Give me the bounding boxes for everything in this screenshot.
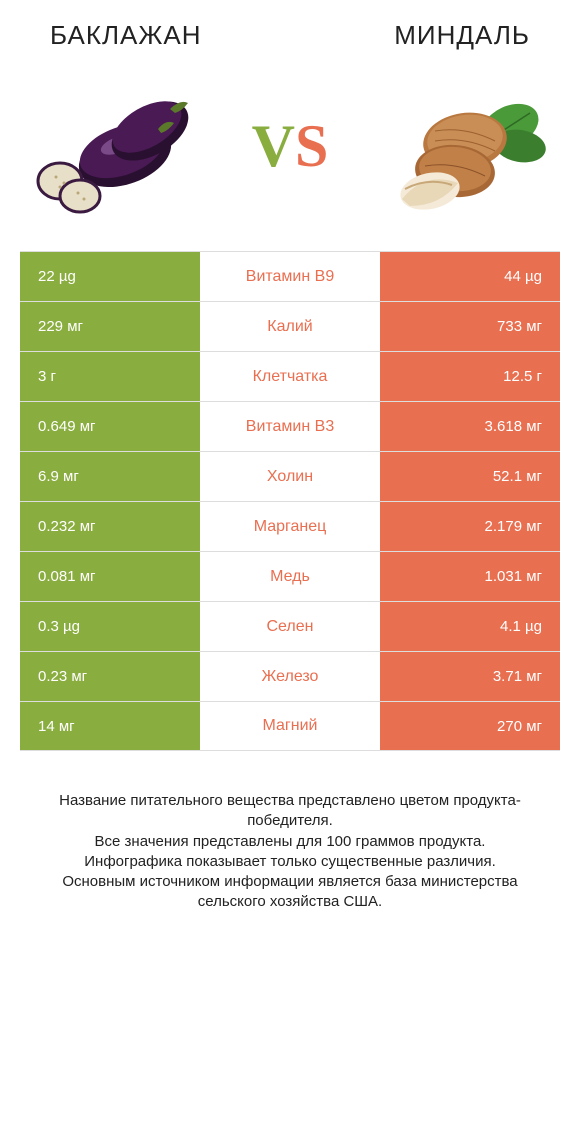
table-row: 14 мгМагний270 мг — [20, 701, 560, 751]
nutrient-label: Витамин B9 — [200, 252, 380, 301]
almond-icon — [380, 71, 550, 221]
left-value-cell: 0.23 мг — [20, 652, 200, 701]
left-value-cell: 22 µg — [20, 252, 200, 301]
table-row: 0.23 мгЖелезо3.71 мг — [20, 651, 560, 701]
footer-notes: Название питательного вещества представл… — [30, 791, 550, 913]
nutrient-label: Клетчатка — [200, 352, 380, 401]
nutrient-label: Витамин B3 — [200, 402, 380, 451]
table-row: 22 µgВитамин B944 µg — [20, 251, 560, 301]
nutrient-label: Марганец — [200, 502, 380, 551]
table-row: 0.232 мгМарганец2.179 мг — [20, 501, 560, 551]
nutrient-label: Железо — [200, 652, 380, 701]
nutrient-label: Селен — [200, 602, 380, 651]
left-value-cell: 0.649 мг — [20, 402, 200, 451]
left-value-cell: 229 мг — [20, 302, 200, 351]
right-value-cell: 12.5 г — [380, 352, 560, 401]
right-value-cell: 1.031 мг — [380, 552, 560, 601]
table-row: 229 мгКалий733 мг — [20, 301, 560, 351]
header: БАКЛАЖАН МИНДАЛЬ — [0, 0, 580, 61]
right-value-cell: 3.71 мг — [380, 652, 560, 701]
table-row: 0.081 мгМедь1.031 мг — [20, 551, 560, 601]
nutrient-label: Магний — [200, 702, 380, 750]
comparison-table: 22 µgВитамин B944 µg229 мгКалий733 мг3 г… — [20, 251, 560, 751]
left-value-cell: 14 мг — [20, 702, 200, 750]
footer-line: Название питательного вещества представл… — [30, 791, 550, 832]
eggplant-icon — [30, 71, 200, 221]
right-value-cell: 270 мг — [380, 702, 560, 750]
vs-label: VS — [252, 112, 329, 181]
left-value-cell: 3 г — [20, 352, 200, 401]
left-value-cell: 0.232 мг — [20, 502, 200, 551]
footer-line: Основным источником информации является … — [30, 872, 550, 913]
vs-v-letter: V — [252, 113, 295, 179]
right-food-title: МИНДАЛЬ — [394, 20, 530, 51]
table-row: 0.3 µgСелен4.1 µg — [20, 601, 560, 651]
table-row: 6.9 мгХолин52.1 мг — [20, 451, 560, 501]
right-value-cell: 733 мг — [380, 302, 560, 351]
left-value-cell: 0.081 мг — [20, 552, 200, 601]
left-value-cell: 6.9 мг — [20, 452, 200, 501]
vs-s-letter: S — [295, 113, 328, 179]
nutrient-label: Холин — [200, 452, 380, 501]
left-food-title: БАКЛАЖАН — [50, 20, 202, 51]
nutrient-label: Медь — [200, 552, 380, 601]
right-value-cell: 2.179 мг — [380, 502, 560, 551]
vs-row: VS — [0, 61, 580, 251]
right-value-cell: 3.618 мг — [380, 402, 560, 451]
right-value-cell: 52.1 мг — [380, 452, 560, 501]
left-value-cell: 0.3 µg — [20, 602, 200, 651]
right-value-cell: 4.1 µg — [380, 602, 560, 651]
right-value-cell: 44 µg — [380, 252, 560, 301]
table-row: 0.649 мгВитамин B33.618 мг — [20, 401, 560, 451]
footer-line: Все значения представлены для 100 граммо… — [30, 832, 550, 852]
nutrient-label: Калий — [200, 302, 380, 351]
footer-line: Инфографика показывает только существенн… — [30, 852, 550, 872]
table-row: 3 гКлетчатка12.5 г — [20, 351, 560, 401]
